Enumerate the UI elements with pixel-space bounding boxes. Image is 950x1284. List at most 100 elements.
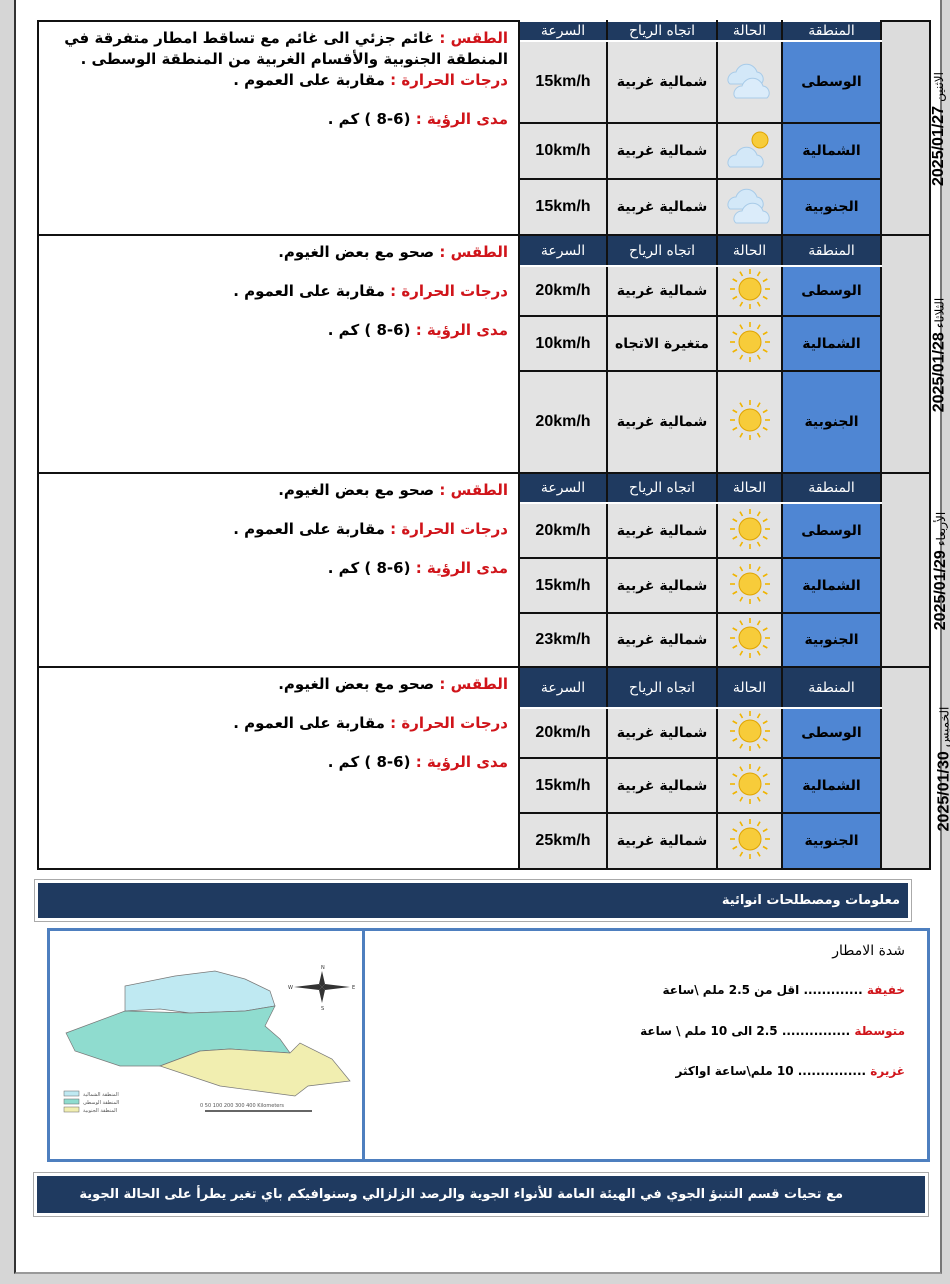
sun-icon bbox=[728, 321, 772, 368]
header-region: المنطقة bbox=[781, 472, 882, 504]
forecast-table: الطقس : غائم جزئي الى غائم مع تساقط امطا… bbox=[37, 20, 950, 870]
region-name: الوسطى bbox=[781, 502, 882, 559]
temperature-text: مقاربة على العموم . bbox=[233, 714, 385, 732]
temperature-text: مقاربة على العموم . bbox=[233, 71, 385, 89]
region-name: الشمالية bbox=[781, 557, 882, 614]
visibility-text: (6-8 ) كم . bbox=[327, 753, 411, 771]
wind-speed: 15km/h bbox=[518, 40, 608, 124]
day-date: 2025/01/29الأربعاء bbox=[880, 472, 949, 668]
info-title-bar: معلومات ومصطلحات انوائية bbox=[38, 883, 908, 918]
wind-speed: 23km/h bbox=[518, 612, 608, 668]
svg-text:W: W bbox=[288, 985, 293, 991]
sun-icon bbox=[728, 763, 772, 810]
sun-icon bbox=[728, 563, 772, 610]
region-row: 15km/h شمالية غربية الشمالية bbox=[38, 557, 930, 614]
day-header-row: الطقس : صحو مع بعض الغيوم. درجات الحرارة… bbox=[37, 472, 949, 668]
iraq-map: N S W E المنطقة الشمالية المنطقة الوسطى … bbox=[50, 931, 365, 1159]
header-status: الحالة bbox=[716, 666, 783, 709]
region-row: 20km/h شمالية غربية الوسطى bbox=[38, 265, 930, 317]
visibility-text: (6-8 ) كم . bbox=[327, 559, 411, 577]
wind-direction: شمالية غربية bbox=[606, 557, 718, 614]
sun-icon bbox=[728, 819, 772, 865]
region-row: 20km/h شمالية غربية الوسطى bbox=[38, 502, 930, 559]
wind-speed: 15km/h bbox=[518, 178, 608, 236]
visibility-text: (6-8 ) كم . bbox=[327, 110, 411, 128]
rain-heavy: غزيرة ............... 10 ملم\ساعة اواكثر bbox=[675, 1064, 905, 1078]
weather-text: صحو مع بعض الغيوم. bbox=[278, 243, 435, 261]
day-summary: الطقس : صحو مع بعض الغيوم. درجات الحرارة… bbox=[37, 472, 520, 668]
region-row: 25km/h شمالية غربية الجنوبية bbox=[38, 812, 930, 870]
sun-icon bbox=[728, 618, 772, 664]
region-row: 15km/h شمالية غربية الجنوبية bbox=[38, 178, 930, 236]
day-date: 2025/01/30الخميس bbox=[880, 666, 950, 870]
header-speed: السرعة bbox=[518, 20, 608, 42]
weather-text: صحو مع بعض الغيوم. bbox=[278, 675, 435, 693]
header-direction: اتجاه الرياح bbox=[606, 472, 718, 504]
map-central-region bbox=[65, 1005, 291, 1067]
region-name: الشمالية bbox=[781, 122, 882, 180]
wind-direction: شمالية غربية bbox=[606, 757, 718, 814]
compass-rose-icon: N S W E bbox=[288, 965, 355, 1012]
legend-south: المنطقة الجنوبية bbox=[83, 1108, 117, 1114]
day-date: 2025/01/27الاثنين bbox=[880, 20, 947, 236]
legend-central: المنطقة الوسطى bbox=[83, 1100, 119, 1106]
header-region: المنطقة bbox=[781, 666, 882, 709]
sun-icon bbox=[728, 508, 772, 555]
region-row: 23km/h شمالية غربية الجنوبية bbox=[38, 612, 930, 668]
day-header-row: الطقس : صحو مع بعض الغيوم. درجات الحرارة… bbox=[37, 234, 947, 474]
header-region: المنطقة bbox=[781, 20, 882, 42]
day-summary: الطقس : صحو مع بعض الغيوم. درجات الحرارة… bbox=[37, 234, 520, 474]
wind-direction: شمالية غربية bbox=[606, 370, 718, 474]
region-row: 15km/h شمالية غربية الوسطى bbox=[38, 40, 930, 124]
cloudy-icon bbox=[720, 63, 780, 109]
wind-speed: 10km/h bbox=[518, 315, 608, 372]
region-row: 10km/h شمالية غربية الشمالية bbox=[38, 122, 930, 180]
wind-speed: 20km/h bbox=[518, 502, 608, 559]
day-header-row: الطقس : صحو مع بعض الغيوم. درجات الحرارة… bbox=[37, 666, 950, 870]
header-speed: السرعة bbox=[518, 666, 608, 709]
header-region: المنطقة bbox=[781, 234, 882, 267]
sun-icon bbox=[728, 711, 772, 757]
wind-speed: 20km/h bbox=[518, 370, 608, 474]
legend-north: المنطقة الشمالية bbox=[83, 1092, 119, 1098]
region-name: الجنوبية bbox=[781, 370, 882, 474]
weather-text: غائم جزئي الى غائم مع تساقط امطار متفرقة… bbox=[64, 29, 508, 68]
cloudy-icon bbox=[720, 188, 780, 234]
wind-direction: شمالية غربية bbox=[606, 122, 718, 180]
header-speed: السرعة bbox=[518, 234, 608, 267]
info-title: معلومات ومصطلحات انوائية bbox=[721, 893, 900, 908]
map-south-region bbox=[158, 1042, 351, 1097]
temperature-text: مقاربة على العموم . bbox=[233, 520, 385, 538]
wind-speed: 10km/h bbox=[518, 122, 608, 180]
info-box: N S W E المنطقة الشمالية المنطقة الوسطى … bbox=[47, 928, 930, 1162]
map-north-region bbox=[124, 970, 276, 1014]
sun-icon bbox=[728, 400, 772, 446]
rain-light: خفيفة ............. اقل من 2.5 ملم \ساعة bbox=[662, 983, 905, 997]
footer-text: مع تحيات قسم التنبؤ الجوي في الهيئة العا… bbox=[79, 1187, 843, 1202]
wind-speed: 20km/h bbox=[518, 707, 608, 759]
svg-text:S: S bbox=[321, 1006, 324, 1012]
rain-intensity-panel: شدة الامطار خفيفة ............. اقل من 2… bbox=[367, 931, 927, 1159]
day-date: 2025/01/28الثلاثاء bbox=[880, 234, 947, 474]
wind-direction: شمالية غربية bbox=[606, 707, 718, 759]
header-status: الحالة bbox=[716, 20, 783, 42]
partly-cloudy-icon bbox=[720, 131, 780, 178]
header-direction: اتجاه الرياح bbox=[606, 666, 718, 709]
header-direction: اتجاه الرياح bbox=[606, 20, 718, 42]
header-direction: اتجاه الرياح bbox=[606, 234, 718, 267]
region-name: الوسطى bbox=[781, 707, 882, 759]
weather-text: صحو مع بعض الغيوم. bbox=[278, 481, 435, 499]
region-row: 20km/h شمالية غربية الجنوبية bbox=[38, 370, 930, 474]
wind-direction: شمالية غربية bbox=[606, 265, 718, 317]
region-name: الشمالية bbox=[781, 315, 882, 372]
rain-title: شدة الامطار bbox=[832, 943, 905, 959]
header-status: الحالة bbox=[716, 234, 783, 267]
day-header-row: الطقس : غائم جزئي الى غائم مع تساقط امطا… bbox=[37, 20, 947, 236]
footer-bar: مع تحيات قسم التنبؤ الجوي في الهيئة العا… bbox=[37, 1176, 925, 1213]
map-scale: 0 50 100 200 300 400 Kilometers bbox=[200, 1103, 284, 1109]
header-speed: السرعة bbox=[518, 472, 608, 504]
region-row: 15km/h شمالية غربية الشمالية bbox=[38, 757, 930, 814]
region-name: الجنوبية bbox=[781, 178, 882, 236]
region-name: الجنوبية bbox=[781, 812, 882, 870]
region-row: 20km/h شمالية غربية الوسطى bbox=[38, 707, 930, 759]
